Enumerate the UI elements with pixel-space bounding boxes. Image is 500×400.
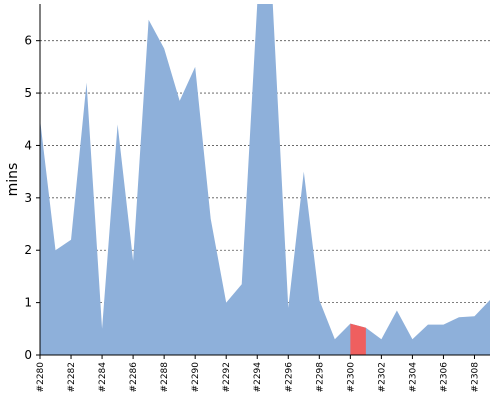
y-tick-label: 6	[24, 34, 32, 48]
x-tick-label: #2300	[346, 362, 356, 393]
y-tick-label: 2	[24, 243, 32, 257]
area-series-fill	[40, 4, 490, 355]
y-tick-label: 5	[24, 86, 32, 100]
x-tick-label: #2308	[470, 362, 480, 393]
x-tick-label: #2302	[377, 362, 387, 392]
x-tick-label: #2288	[160, 362, 170, 393]
x-tick-label: #2290	[191, 362, 201, 393]
area-series	[39, 3, 491, 355]
x-tick-label: #2284	[98, 362, 108, 393]
x-tick-label: #2294	[253, 362, 263, 393]
x-tick-label: #2292	[222, 362, 232, 392]
y-axis-label: mins	[5, 163, 21, 197]
x-tick-label: #2304	[408, 362, 418, 393]
x-tick-label: #2306	[439, 362, 449, 393]
highlighted-build-segment	[350, 323, 366, 355]
y-tick-label: 3	[24, 191, 32, 205]
y-tick-label: 0	[24, 348, 32, 362]
x-tick-label: #2280	[36, 362, 46, 393]
y-tick-label: 1	[24, 296, 32, 310]
y-axis-ticks: 0 1 2 3 4 5 6	[24, 34, 40, 362]
y-tick-label: 4	[24, 138, 32, 152]
x-axis-ticks: #2280 #2282 #2284 #2286 #2288 #2290 #2292 #2294…	[36, 355, 480, 392]
x-tick-label: #2282	[67, 362, 77, 392]
highlight-segment	[350, 323, 366, 355]
x-tick-label: #2286	[129, 362, 139, 393]
x-tick-label: #2296	[284, 362, 294, 393]
axes	[39, 4, 490, 356]
x-tick-label: #2298	[315, 362, 325, 393]
